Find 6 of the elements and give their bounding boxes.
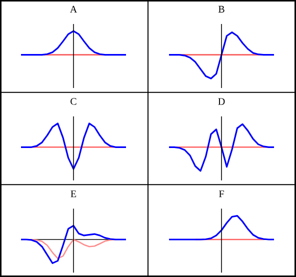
chart-title: B bbox=[218, 6, 224, 12]
chart-title: E bbox=[70, 190, 76, 198]
chart-title: C bbox=[70, 98, 76, 105]
chart-title: A bbox=[70, 6, 78, 12]
chart-title: F bbox=[219, 190, 224, 198]
chart-title: D bbox=[218, 98, 225, 105]
